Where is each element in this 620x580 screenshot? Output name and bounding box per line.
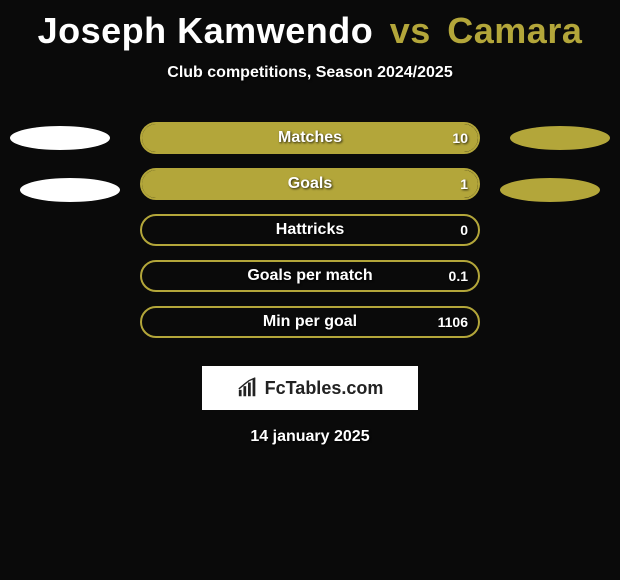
stat-value-right: 0 xyxy=(460,222,468,238)
date-text: 14 january 2025 xyxy=(0,428,620,446)
player2-marker xyxy=(510,126,610,150)
chart-icon xyxy=(237,377,259,399)
player2-marker xyxy=(500,178,600,202)
stat-value-right: 10 xyxy=(452,130,468,146)
vs-text: vs xyxy=(390,10,431,51)
stat-label: Hattricks xyxy=(276,221,344,239)
stat-row: Goals 1 xyxy=(140,168,480,200)
stat-label: Goals xyxy=(288,175,332,193)
comparison-title: Joseph Kamwendo vs Camara xyxy=(0,0,620,52)
stat-label: Matches xyxy=(278,129,342,147)
subtitle: Club competitions, Season 2024/2025 xyxy=(0,64,620,82)
stat-row: Min per goal 1106 xyxy=(140,306,480,338)
stat-row: Goals per match 0.1 xyxy=(140,260,480,292)
stat-label: Goals per match xyxy=(247,267,372,285)
brand-box: FcTables.com xyxy=(202,366,418,410)
brand-text: FcTables.com xyxy=(265,378,384,399)
stat-row: Matches 10 xyxy=(140,122,480,154)
stat-value-right: 1106 xyxy=(438,314,468,330)
player1-name: Joseph Kamwendo xyxy=(38,10,374,51)
stats-container: Matches 10 Goals 1 Hattricks 0 Goals per match… xyxy=(0,122,620,338)
stat-value-right: 0.1 xyxy=(449,268,468,284)
player1-marker xyxy=(20,178,120,202)
stat-label: Min per goal xyxy=(263,313,357,331)
stat-value-right: 1 xyxy=(460,176,468,192)
stat-row: Hattricks 0 xyxy=(140,214,480,246)
player1-marker xyxy=(10,126,110,150)
player2-name: Camara xyxy=(447,10,582,51)
